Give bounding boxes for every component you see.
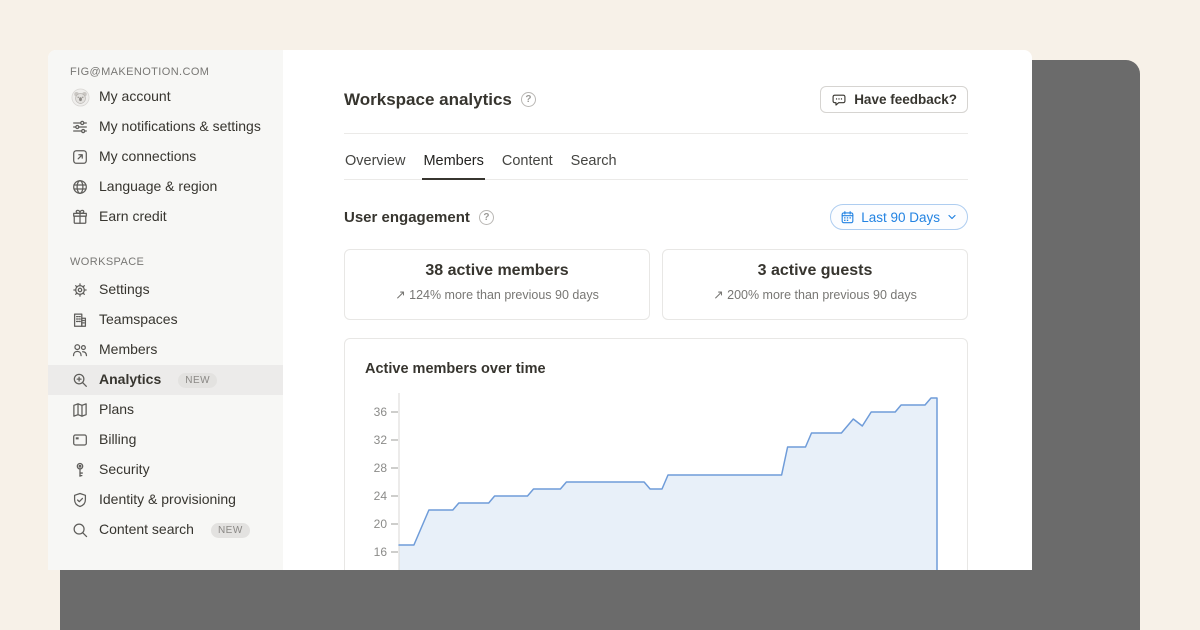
new-badge: NEW — [210, 522, 250, 538]
speech-bubble-icon — [831, 92, 847, 108]
members-over-time-chart: 36 32 28 24 20 16 — [374, 393, 938, 570]
active-members-card: 38 active members ↗ 124% more than previ… — [344, 249, 650, 320]
date-range-label: Last 90 Days — [861, 209, 940, 225]
svg-text:20: 20 — [374, 517, 388, 531]
sidebar-item-identity-provisioning[interactable]: Identity & provisioning — [48, 485, 283, 515]
map-icon — [70, 400, 90, 420]
sidebar-item-label: Settings — [99, 281, 150, 298]
page-header: Workspace analytics ? Have feedback? — [344, 86, 968, 113]
sidebar-item-label: My notifications & settings — [99, 118, 261, 135]
arrow-up-right-box-icon — [70, 147, 90, 167]
sidebar-item-settings[interactable]: Settings — [48, 275, 283, 305]
sidebar-item-earn-credit[interactable]: Earn credit — [48, 202, 283, 232]
active-members-delta: ↗ 124% more than previous 90 days — [395, 288, 599, 302]
tab-content[interactable]: Content — [501, 153, 553, 169]
page-title: Workspace analytics — [344, 89, 512, 109]
sidebar-item-security[interactable]: Security — [48, 455, 283, 485]
analytics-main: Workspace analytics ? Have feedback? Ove… — [283, 50, 1032, 570]
chevron-down-icon — [946, 211, 958, 223]
calendar-icon — [840, 210, 855, 225]
new-badge: NEW — [178, 372, 218, 388]
gear-icon — [70, 280, 90, 300]
sidebar-item-label: My account — [99, 88, 171, 105]
sidebar-item-label: Earn credit — [99, 208, 167, 225]
sidebar-item-plans[interactable]: Plans — [48, 395, 283, 425]
sidebar-item-label: Billing — [99, 431, 137, 448]
svg-text:24: 24 — [374, 489, 388, 503]
sidebar-item-label: Identity & provisioning — [99, 491, 236, 508]
have-feedback-button[interactable]: Have feedback? — [820, 86, 968, 113]
svg-text:32: 32 — [374, 433, 388, 447]
key-icon — [70, 460, 90, 480]
sidebar-item-label: My connections — [99, 148, 197, 165]
active-guests-card: 3 active guests ↗ 200% more than previou… — [662, 249, 968, 320]
engagement-stat-cards: 38 active members ↗ 124% more than previ… — [344, 249, 968, 320]
magnifier-plus-icon — [70, 370, 90, 390]
people-icon — [70, 340, 90, 360]
sidebar-item-label: Analytics — [99, 371, 162, 388]
account-email-label: FIG@MAKENOTION.COM — [70, 66, 210, 78]
sidebar-item-label: Teamspaces — [99, 311, 178, 328]
user-engagement-help-icon[interactable]: ? — [478, 209, 494, 225]
analytics-tabs: Overview Members Content Search — [344, 144, 968, 180]
active-guests-value: 3 active guests — [757, 262, 873, 279]
chart-title: Active members over time — [365, 361, 546, 377]
credit-card-icon — [70, 430, 90, 450]
globe-icon — [70, 177, 90, 197]
sidebar-item-my-connections[interactable]: My connections — [48, 142, 283, 172]
sidebar-item-label: Members — [99, 341, 158, 358]
sidebar-item-my-notifications-settings[interactable]: My notifications & settings — [48, 112, 283, 142]
svg-text:28: 28 — [374, 461, 388, 475]
sidebar-section-label-workspace: WORKSPACE — [70, 256, 145, 268]
sidebar-item-language-region[interactable]: Language & region — [48, 172, 283, 202]
sliders-icon — [70, 117, 90, 137]
avatar-icon — [70, 87, 90, 107]
page-help-icon[interactable]: ? — [520, 92, 536, 107]
sidebar-item-members[interactable]: Members — [48, 335, 283, 365]
svg-text:16: 16 — [374, 545, 388, 559]
account-menu: My account My notifications & settings My … — [48, 82, 283, 232]
user-engagement-header: User engagement ? — [344, 204, 968, 230]
svg-text:36: 36 — [374, 405, 388, 419]
sidebar-item-label: Language & region — [99, 178, 218, 195]
have-feedback-label: Have feedback? — [854, 92, 957, 107]
sidebar-item-analytics[interactable]: Analytics NEW — [48, 365, 283, 395]
settings-panel: FIG@MAKENOTION.COM My account My notifica… — [48, 50, 1032, 570]
active-members-value: 38 active members — [425, 262, 569, 279]
members-over-time-card: Active members over time 36 32 28 24 20 16 — [344, 338, 968, 570]
magnifier-icon — [70, 520, 90, 540]
sidebar-item-billing[interactable]: Billing — [48, 425, 283, 455]
sidebar-item-my-account[interactable]: My account — [48, 82, 283, 112]
sidebar-item-teamspaces[interactable]: Teamspaces — [48, 305, 283, 335]
sidebar-item-label: Plans — [99, 401, 135, 418]
gift-icon — [70, 207, 90, 227]
tab-members[interactable]: Members — [422, 144, 486, 180]
settings-sidebar: FIG@MAKENOTION.COM My account My notifica… — [48, 50, 283, 570]
sidebar-item-label: Security — [99, 461, 150, 478]
sidebar-item-content-search[interactable]: Content search NEW — [48, 515, 283, 545]
date-range-button[interactable]: Last 90 Days — [830, 204, 968, 230]
section-title-user-engagement: User engagement — [344, 208, 470, 226]
active-guests-delta: ↗ 200% more than previous 90 days — [713, 288, 917, 302]
header-divider — [344, 133, 968, 134]
tab-overview[interactable]: Overview — [345, 153, 406, 169]
workspace-menu: Settings Teamspaces Members Analytics NEW Pla… — [48, 275, 283, 545]
tab-search[interactable]: Search — [570, 153, 617, 169]
sidebar-item-label: Content search — [99, 521, 194, 538]
shield-check-icon — [70, 490, 90, 510]
building-icon — [70, 310, 90, 330]
